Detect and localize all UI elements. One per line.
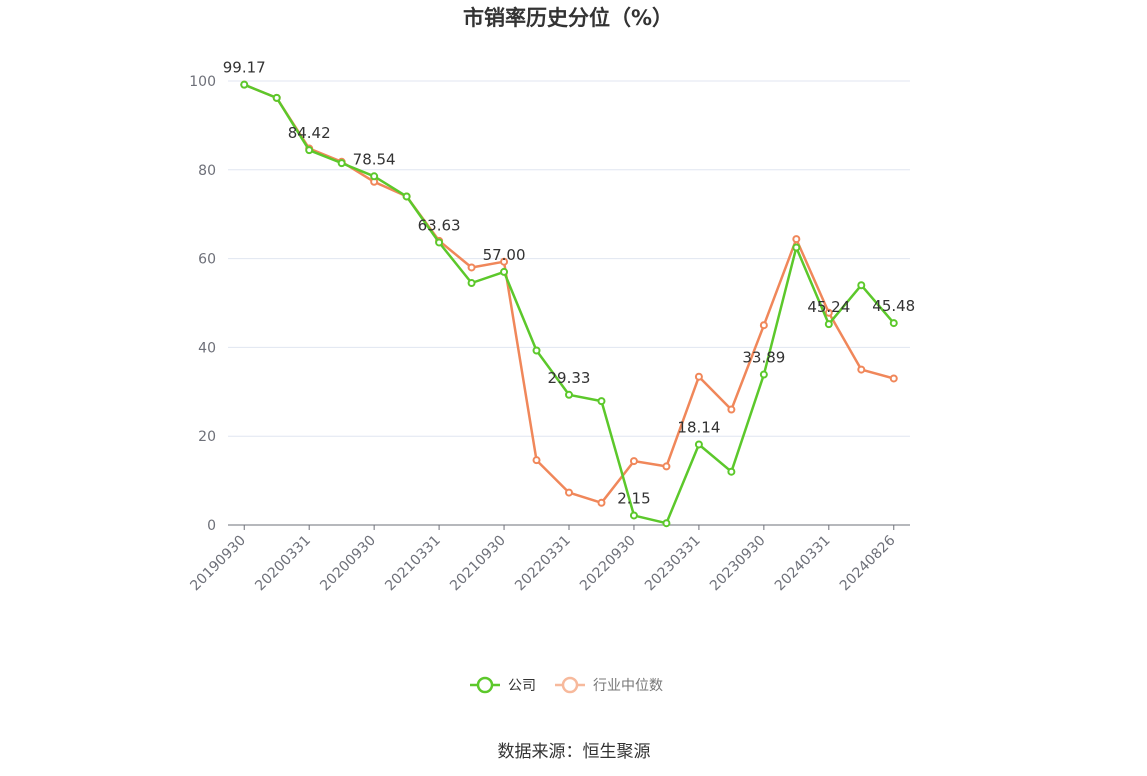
x-tick-label: 20200930: [317, 533, 379, 595]
data-point: [889, 319, 898, 328]
data-point: [532, 456, 541, 465]
data-point: [792, 235, 801, 244]
series-line-1: [243, 83, 895, 505]
y-tick-label: 40: [198, 340, 216, 356]
grid-lines: [228, 80, 910, 437]
data-point: [694, 440, 703, 449]
data-point: [662, 462, 671, 471]
legend-item-1[interactable]: 行业中位数: [555, 676, 663, 694]
data-point: [467, 279, 476, 288]
data-point: [597, 498, 606, 507]
data-point: [824, 320, 833, 329]
data-point: [759, 370, 768, 379]
y-tick-label: 20: [198, 429, 216, 445]
data-point: [662, 519, 671, 528]
y-axis: 0 20 40 60 80 100: [189, 74, 216, 534]
legend-item-0[interactable]: 公司: [470, 676, 536, 694]
data-label: 84.42: [288, 124, 331, 142]
data-label: 2.15: [617, 489, 650, 507]
data-point: [402, 192, 411, 201]
y-tick-label: 60: [198, 252, 216, 268]
x-tick-label: 20190930: [187, 533, 249, 595]
data-point: [857, 365, 866, 374]
data-label: 57.00: [483, 246, 526, 264]
legend-label: 公司: [508, 678, 536, 694]
data-point: [759, 321, 768, 330]
data-point: [629, 511, 638, 520]
data-point: [727, 467, 736, 476]
legend-marker: [561, 676, 579, 694]
data-label: 33.89: [742, 349, 785, 367]
series-line-0: [243, 83, 895, 525]
data-point: [889, 374, 898, 383]
x-axis: 20190930 20200331 20200930 20210331 20210930…: [187, 524, 910, 595]
legend[interactable]: 公司 行业中位数: [470, 676, 663, 694]
data-point: [824, 308, 833, 317]
data-point: [792, 243, 801, 252]
chart-title: 市销率历史分位（%）: [463, 6, 673, 30]
data-label: 45.48: [872, 297, 915, 315]
data-point: [694, 372, 703, 381]
data-point: [337, 159, 346, 168]
data-label: 18.14: [677, 418, 720, 436]
data-point: [467, 263, 476, 272]
data-point: [240, 80, 249, 89]
data-point: [727, 405, 736, 414]
x-tick-label: 20220930: [577, 533, 639, 595]
legend-marker: [476, 676, 494, 694]
data-point: [500, 267, 509, 276]
data-point: [857, 281, 866, 290]
x-tick-label: 20230331: [642, 533, 704, 595]
data-point: [305, 146, 314, 155]
x-tick-label: 20220331: [512, 533, 574, 595]
data-label: 63.63: [418, 216, 461, 234]
data-label: 78.54: [353, 150, 396, 168]
data-point: [565, 488, 573, 497]
data-point: [629, 457, 638, 466]
y-tick-label: 0: [207, 518, 216, 534]
x-tick-label: 20240826: [837, 532, 899, 594]
legend-label: 行业中位数: [593, 678, 663, 694]
data-label: 45.24: [807, 298, 850, 316]
data-point: [272, 93, 281, 102]
data-point: [500, 257, 509, 266]
data-label: 99.17: [223, 59, 266, 77]
x-tick-label: 20240331: [772, 533, 834, 595]
x-tick-label: 20200331: [252, 533, 314, 595]
data-point: [597, 397, 606, 406]
data-point: [565, 390, 573, 399]
y-tick-label: 80: [198, 163, 216, 179]
series-group: [240, 80, 898, 528]
x-tick-label: 20230930: [707, 533, 769, 595]
data-point: [370, 172, 379, 181]
data-label: 29.33: [548, 369, 591, 387]
data-point: [435, 238, 444, 247]
data-labels: 99.17 84.42 78.54 63.63 57.00 29.33 2.15 18.14 3…: [223, 59, 915, 508]
source-note: 数据来源：恒生聚源: [498, 742, 651, 762]
y-tick-label: 100: [189, 74, 216, 90]
x-tick-label: 20210930: [447, 533, 509, 595]
data-point: [532, 346, 541, 355]
x-tick-label: 20210331: [382, 533, 444, 595]
